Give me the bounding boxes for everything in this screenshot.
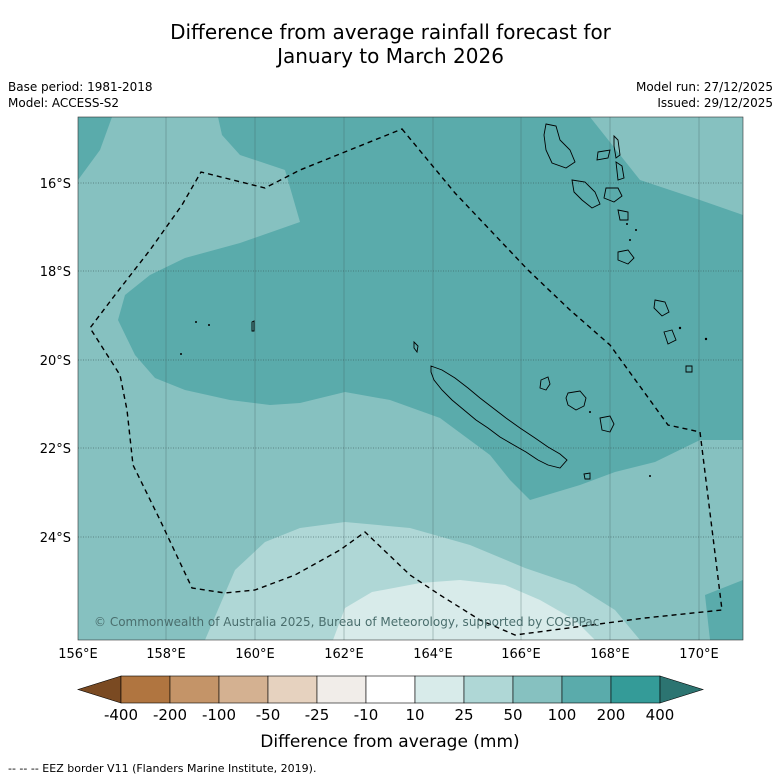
lat-label-16s: 16°S xyxy=(40,177,71,192)
colorbar-arrow-high xyxy=(659,675,705,704)
colorbar-ticks: -400 -200 -100 -50 -25 -10 10 25 50 100 200 400 xyxy=(104,706,674,724)
colorbar-tick-label: 200 xyxy=(597,706,626,724)
islet xyxy=(589,411,591,413)
pentecost-island xyxy=(615,161,625,181)
colorbar-tick-label: -25 xyxy=(305,706,330,724)
model-run: Model run: 27/12/2025 xyxy=(635,80,773,94)
aneityum-island xyxy=(685,365,693,373)
lon-label-156e: 156°E xyxy=(58,647,98,662)
band-100-200-main xyxy=(118,117,743,500)
colorbar-label: Difference from average (mm) xyxy=(260,732,519,752)
islet xyxy=(629,239,631,241)
title-line-1: Difference from average rainfall forecas… xyxy=(170,20,611,44)
colorbar-arrow-low xyxy=(76,675,122,704)
colorbar-cell xyxy=(267,675,318,704)
colorbar-tick-label: 25 xyxy=(454,706,473,724)
colorbar-tick-label: 400 xyxy=(646,706,675,724)
erromango-island xyxy=(653,299,670,317)
colorbar xyxy=(76,675,705,704)
colorbar-cell xyxy=(120,675,171,704)
model-name: Model: ACCESS-S2 xyxy=(8,96,120,110)
gridlines xyxy=(78,182,743,538)
ouvea-island xyxy=(539,376,551,391)
colorbar-cell xyxy=(316,675,367,704)
islet xyxy=(626,223,628,225)
islet xyxy=(195,321,197,323)
vanuatu-outline xyxy=(543,123,693,373)
lat-label-22s: 22°S xyxy=(40,442,71,457)
malakula-island xyxy=(571,179,601,209)
band-100-200-southeast xyxy=(705,580,743,640)
espiritu-santo xyxy=(543,123,576,169)
colorbar-cell xyxy=(414,675,465,704)
meta-right: Model run: 27/12/2025 Issued: 29/12/2025 xyxy=(636,79,773,111)
lon-labels: 156°E 158°E 160°E 162°E 164°E 166°E 168°… xyxy=(58,647,719,662)
efate-island xyxy=(617,249,635,265)
eez-border xyxy=(89,128,723,636)
lon-label-162e: 162°E xyxy=(324,647,364,662)
lat-label-20s: 20°S xyxy=(40,354,71,369)
colorbar-cell xyxy=(218,675,269,704)
colorbar-cell xyxy=(169,675,220,704)
lon-label-170e: 170°E xyxy=(679,647,719,662)
lat-label-18s: 18°S xyxy=(40,265,71,280)
grande-terre xyxy=(430,365,568,469)
colorbar-cell xyxy=(512,675,563,704)
colorbar-tick-label: -10 xyxy=(354,706,379,724)
chesterfield-reef xyxy=(251,320,255,332)
meta-left: Base period: 1981-2018 Model: ACCESS-S2 xyxy=(8,79,153,111)
isle-of-pines xyxy=(583,472,591,480)
colorbar-tick-label: -400 xyxy=(104,706,138,724)
tanna-island xyxy=(663,329,677,345)
colorbar-cell xyxy=(610,675,661,704)
ambrym-island xyxy=(603,187,623,203)
lifou-island xyxy=(565,390,587,411)
maewo-island xyxy=(613,134,621,159)
new-caledonia-outline xyxy=(413,340,615,480)
colorbar-tick-label: 100 xyxy=(548,706,577,724)
lon-label-158e: 158°E xyxy=(146,647,186,662)
colorbar-cell xyxy=(463,675,514,704)
islet xyxy=(649,475,651,477)
islet xyxy=(208,324,210,326)
colorbar-tick-label: 10 xyxy=(405,706,424,724)
colorbar-tick-label: -100 xyxy=(202,706,236,724)
lat-label-24s: 24°S xyxy=(40,531,71,546)
belep-islands xyxy=(413,340,419,354)
base-period: Base period: 1981-2018 xyxy=(8,80,153,94)
colorbar-tick-label: -200 xyxy=(153,706,187,724)
islet xyxy=(704,337,708,341)
lat-labels: 16°S 18°S 20°S 22°S 24°S xyxy=(40,177,71,546)
islets xyxy=(180,223,708,477)
epi-island xyxy=(617,209,629,221)
lon-label-166e: 166°E xyxy=(501,647,541,662)
colorbar-cell xyxy=(365,675,416,704)
title-line-2: January to March 2026 xyxy=(277,44,504,68)
copyright-text: © Commonwealth of Australia 2025, Bureau… xyxy=(94,615,599,629)
mare-island xyxy=(599,415,615,433)
map-frame xyxy=(77,116,744,641)
islet xyxy=(180,353,182,355)
issued-date: Issued: 29/12/2025 xyxy=(657,96,773,110)
islet xyxy=(678,326,682,330)
lon-label-168e: 168°E xyxy=(590,647,630,662)
colorbar-cell xyxy=(561,675,612,704)
islet xyxy=(635,229,637,231)
rainfall-map: © Commonwealth of Australia 2025, Bureau… xyxy=(78,117,743,640)
colorbar-tick-label: 50 xyxy=(503,706,522,724)
eez-footnote: -- -- -- EEZ border V11 (Flanders Marine… xyxy=(8,762,317,775)
lon-label-160e: 160°E xyxy=(235,647,275,662)
ambae-island xyxy=(596,149,611,161)
colorbar-tick-label: -50 xyxy=(256,706,281,724)
band-100-200-west xyxy=(78,117,112,180)
lon-label-164e: 164°E xyxy=(413,647,453,662)
map-title: Difference from average rainfall forecas… xyxy=(0,20,781,68)
